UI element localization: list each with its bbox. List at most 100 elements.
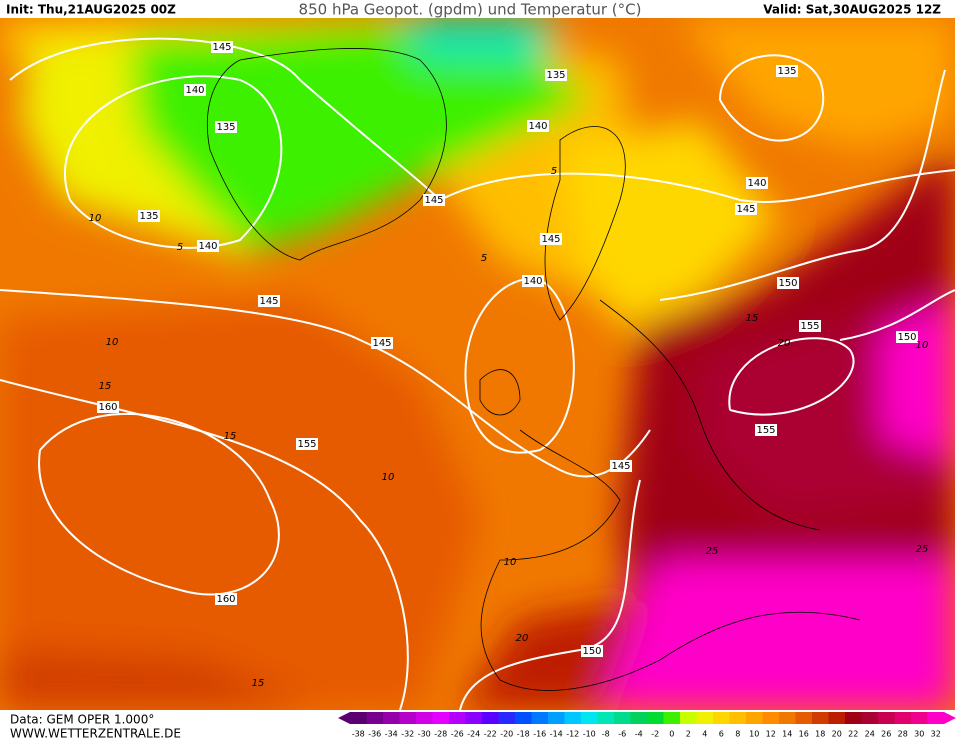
colorbar-swatch [713,712,730,724]
geopotential-label: 145 [212,42,231,53]
colorbar-swatch [762,712,780,724]
colorbar-label: -10 [583,730,596,739]
colorbar-swatch [663,712,681,724]
label-box [735,203,757,215]
colorbar-label: 30 [914,730,924,739]
colorbar-swatch [911,712,928,724]
colorbar: -38 -36 -34 -32 -30 -28 -26 -24 -22 -20 -18 -16 -14-… [338,712,956,739]
label-box [138,210,160,222]
label-box [258,295,280,307]
geopotential-label: 150 [778,278,797,289]
label-box [184,84,206,96]
colorbar-label: -4 [635,730,643,739]
colorbar-label: -38 [352,730,365,739]
colorbar-swatch [845,712,862,724]
label-box [746,177,768,189]
colorbar-swatch [531,712,549,724]
colorbar-label: 12 [766,730,776,739]
colorbar-swatch [812,712,829,724]
label-box [581,645,603,657]
colorbar-label: 8 [735,730,740,739]
colorbar-label: -16 [533,730,546,739]
colorbar-swatch [614,712,631,724]
map-title: 850 hPa Geopot. (gpdm) und Temperatur (°… [299,1,642,19]
colorbar-arrow-high [944,712,956,724]
colorbar-label: -2 [651,730,659,739]
colorbar-swatch [861,712,879,724]
temperature-label: 15 [224,431,237,442]
colorbar-swatch [515,712,532,724]
label-box [610,460,632,472]
temperature-label: 10 [106,337,119,348]
label-box [540,233,562,245]
colorbar-label: 24 [865,730,875,739]
colorbar-arrow-low [338,712,350,724]
geopotential-label: 160 [216,594,235,605]
geopotential-label: 145 [372,338,391,349]
colorbar-label: 26 [881,730,891,739]
geopotential-label: 140 [747,178,766,189]
map-field [0,18,955,710]
colorbar-swatch [399,712,417,724]
temperature-label: 20 [516,633,529,644]
colorbar-swatch [350,712,367,724]
label-box [776,65,798,77]
colorbar-label: -26 [451,730,464,739]
colorbar-swatch [416,712,433,724]
label-box [211,41,233,53]
colorbar-swatch [548,712,565,724]
label-box [545,69,567,81]
colorbar-label: 16 [799,730,809,739]
label-box [215,121,237,133]
geopotential-label: 150 [897,332,916,343]
colorbar-label: 32 [931,730,941,739]
colorbar-swatch [680,712,697,724]
geopotential-label: 155 [297,439,316,450]
colorbar-label: -32 [401,730,414,739]
temperature-label: 20 [778,338,791,349]
colorbar-swatch [630,712,648,724]
colorbar-swatch [581,712,598,724]
colorbar-swatch [696,712,714,724]
label-box [777,277,799,289]
init-time: Init: Thu,21AUG2025 00Z [6,3,176,17]
geopotential-label: 135 [139,211,158,222]
colorbar-swatch [366,712,384,724]
label-box [896,331,918,343]
colorbar-label: -30 [418,730,431,739]
temperature-label: 15 [252,678,265,689]
colorbar-swatch [597,712,615,724]
geopotential-label: 145 [541,234,560,245]
colorbar-label: 18 [815,730,825,739]
temperature-label: 5 [177,242,183,253]
geopotential-label: 135 [546,70,565,81]
colorbar-label: 6 [719,730,724,739]
colorbar-swatch [927,712,945,724]
geopotential-label: 155 [800,321,819,332]
colorbar-swatch [564,712,582,724]
temperature-label: 15 [99,381,112,392]
temperature-label: 25 [916,544,929,555]
colorbar-swatch [729,712,747,724]
colorbar-swatch [828,712,846,724]
colorbar-swatch [482,712,499,724]
temperature-label: 10 [916,340,929,351]
label-box [527,120,549,132]
contour-labels: 145 140 135 135 140 145 135 140 145 145 140 135 140 1… [89,41,929,689]
geopotential-label: 145 [424,195,443,206]
colorbar-swatch [647,712,664,724]
geopotential-label: 145 [259,296,278,307]
colorbar-label: -36 [368,730,381,739]
colorbar-label: -14 [550,730,563,739]
label-box [755,424,777,436]
website: WWW.WETTERZENTRALE.DE [10,727,181,741]
label-box [799,320,821,332]
colorbar-label: -8 [602,730,610,739]
coastlines [206,48,861,691]
label-box [215,593,237,605]
geopotential-label: 160 [98,402,117,413]
label-box [371,337,393,349]
label-box [296,438,318,450]
colorbar-label: 2 [686,730,691,739]
